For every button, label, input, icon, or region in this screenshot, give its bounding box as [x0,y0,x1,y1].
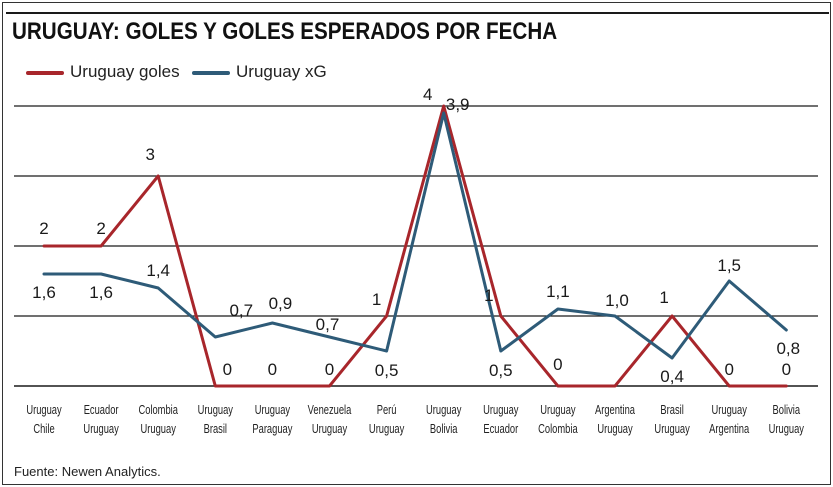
data-label-goles-8: 1 [484,286,493,305]
legend-item-goles: Uruguay goles [26,62,180,82]
x-tick-label-13-top: Bolivia [773,404,801,418]
x-tick-label-2-bottom: Uruguay [141,423,177,437]
x-tick-label-0-top: Uruguay [26,404,62,418]
data-label-xg-4: 0,9 [269,294,293,313]
chart-title: URUGUAY: GOLES Y GOLES ESPERADOS POR FEC… [12,18,558,45]
x-tick-label-10-top: Argentina [595,404,636,418]
x-tick-label-5-top: Venezuela [308,404,352,418]
legend-label-xg: Uruguay xG [236,62,327,81]
x-tick-label-11-top: Brasil [660,404,683,418]
data-label-goles-1: 2 [96,219,105,238]
legend-label-goles: Uruguay goles [70,62,180,81]
data-label-goles-11: 1 [659,288,668,307]
data-label-goles-12: 0 [724,360,733,379]
data-label-xg-1: 1,6 [89,283,113,302]
x-tick-label-7-top: Uruguay [426,404,462,418]
x-tick-label-3-bottom: Brasil [204,423,227,437]
legend-swatch-xg [192,70,230,75]
data-label-goles-3: 0 [223,360,232,379]
data-label-xg-5: 0,7 [316,315,340,334]
x-tick-label-0-bottom: Chile [33,423,54,437]
legend-item-xg: Uruguay xG [192,62,327,82]
data-label-xg-0: 1,6 [32,283,56,302]
x-tick-label-8-bottom: Ecuador [483,423,518,437]
data-label-xg-2: 1,4 [146,261,170,280]
data-label-goles-6: 1 [372,290,381,309]
data-label-xg-13: 0,8 [776,339,800,358]
top-rule [6,12,829,14]
x-tick-label-9-top: Uruguay [540,404,576,418]
x-tick-label-12-bottom: Argentina [709,423,750,437]
x-tick-label-3-top: Uruguay [198,404,234,418]
x-tick-label-1-top: Ecuador [84,404,119,418]
data-label-goles-0: 2 [39,219,48,238]
data-label-goles-13: 0 [782,360,791,379]
x-tick-label-4-bottom: Paraguay [252,423,292,437]
x-tick-label-5-bottom: Uruguay [312,423,348,437]
x-tick-label-6-top: Perú [377,404,397,418]
data-label-xg-6: 0,5 [375,361,399,380]
data-label-goles-4: 0 [268,360,277,379]
data-label-xg-12: 1,5 [717,256,741,275]
legend-swatch-goles [26,70,64,75]
x-tick-label-8-top: Uruguay [483,404,519,418]
x-tick-label-9-bottom: Colombia [538,423,578,437]
x-tick-label-4-top: Uruguay [255,404,291,418]
data-label-goles-7: 4 [423,85,432,104]
x-tick-label-11-bottom: Uruguay [654,423,690,437]
x-tick-label-6-bottom: Uruguay [369,423,405,437]
x-tick-label-2-top: Colombia [138,404,178,418]
series-line-goles [42,104,788,388]
x-tick-label-10-bottom: Uruguay [597,423,633,437]
source-note: Fuente: Newen Analytics. [14,464,161,479]
x-tick-label-13-bottom: Uruguay [769,423,805,437]
x-tick-label-1-bottom: Uruguay [83,423,119,437]
data-label-goles-9: 0 [553,355,562,374]
data-label-xg-10: 1,0 [605,291,629,310]
data-label-goles-5: 0 [325,360,334,379]
data-label-goles-2: 3 [145,145,154,164]
data-label-xg-8: 0,5 [489,361,513,380]
x-tick-label-12-top: Uruguay [712,404,748,418]
x-tick-label-7-bottom: Bolivia [430,423,458,437]
data-label-xg-7: 3,9 [446,95,470,114]
data-label-xg-9: 1,1 [546,282,570,301]
data-label-xg-11: 0,4 [660,367,684,386]
series-line-xg [42,111,788,360]
data-label-xg-3: 0,7 [229,301,253,320]
